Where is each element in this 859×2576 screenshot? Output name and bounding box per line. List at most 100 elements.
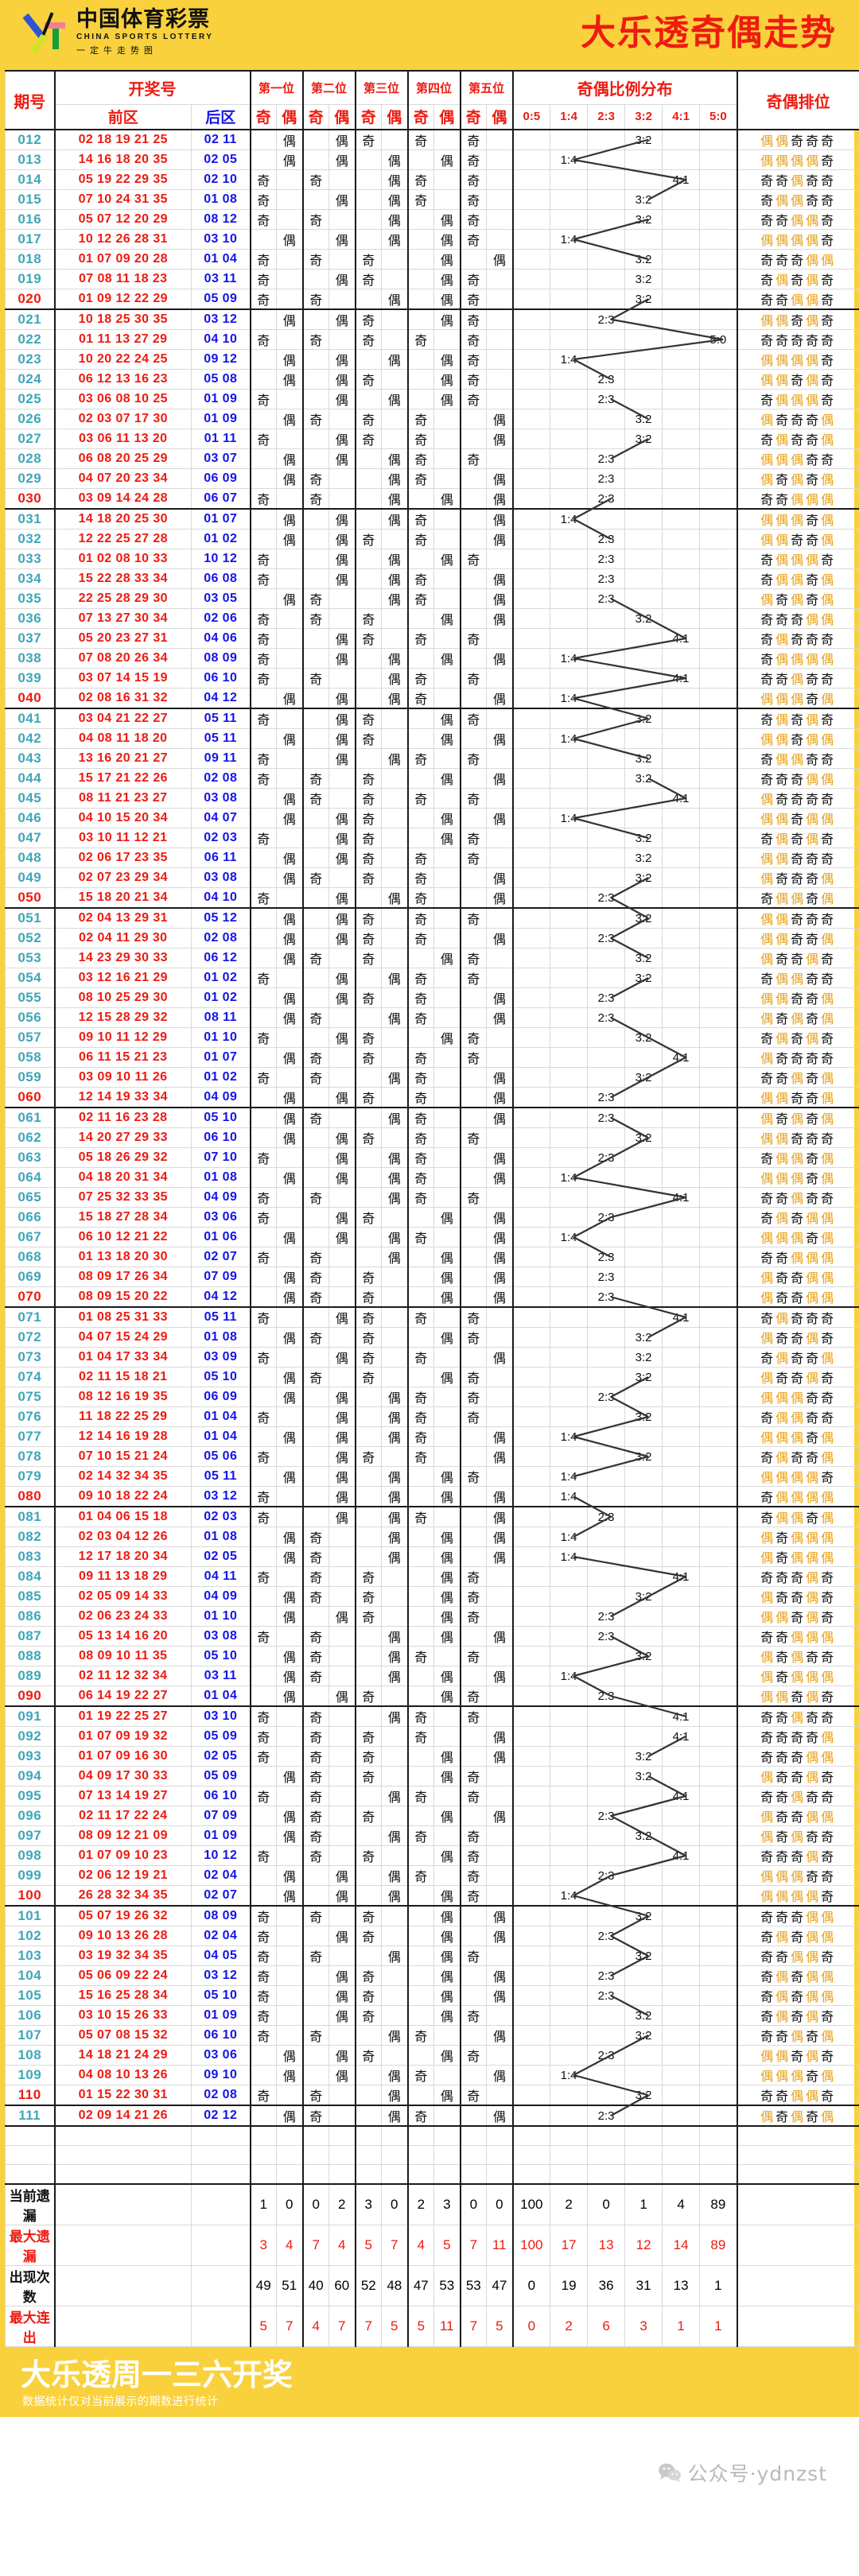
table-row[interactable]: 052 02 04 11 29 30 02 08 偶偶奇奇偶 2:3 偶偶奇奇偶 xyxy=(5,928,859,949)
table-row[interactable]: 104 05 06 09 22 24 03 12 奇偶奇偶偶 2:3 奇偶奇偶偶 xyxy=(5,1965,859,1986)
table-row[interactable]: 058 06 11 15 21 23 01 07 偶奇奇奇奇 4:1 偶奇奇奇奇 xyxy=(5,1047,859,1068)
table-row[interactable]: 094 04 09 17 30 33 05 09 偶奇奇偶奇 3:2 偶奇奇偶奇 xyxy=(5,1766,859,1787)
table-row[interactable]: 034 15 22 28 33 34 06 08 奇偶偶奇偶 2:3 奇偶偶奇偶 xyxy=(5,568,859,589)
table-row[interactable]: 100 26 28 32 34 35 02 07 偶偶偶偶奇 1:4 偶偶偶偶奇 xyxy=(5,1885,859,1907)
table-row[interactable]: 066 15 18 27 28 34 03 06 奇偶奇偶偶 2:3 奇偶奇偶偶 xyxy=(5,1207,859,1228)
table-row[interactable]: 018 01 07 09 20 28 01 04 奇奇奇偶偶 3:2 奇奇奇偶偶 xyxy=(5,249,859,270)
table-row[interactable]: 013 14 16 18 20 35 02 05 偶偶偶偶奇 1:4 偶偶偶偶奇 xyxy=(5,149,859,170)
table-row[interactable]: 072 04 07 15 24 29 01 08 偶奇奇偶奇 3:2 偶奇奇偶奇 xyxy=(5,1327,859,1348)
table-row[interactable]: 089 02 11 12 32 34 03 11 偶奇偶偶偶 1:4 偶奇偶偶偶 xyxy=(5,1666,859,1686)
table-row[interactable]: 071 01 08 25 31 33 05 11 奇偶奇奇奇 4:1 奇偶奇奇奇 xyxy=(5,1306,859,1328)
table-row[interactable]: 031 14 18 20 25 30 01 07 偶偶偶奇偶 1:4 偶偶偶奇偶 xyxy=(5,508,859,530)
table-row[interactable]: 054 03 12 16 21 29 01 02 奇偶偶奇奇 3:2 奇偶偶奇奇 xyxy=(5,968,859,988)
table-row[interactable]: 096 02 11 17 22 24 07 09 偶奇奇偶偶 2:3 偶奇奇偶偶 xyxy=(5,1806,859,1826)
table-row[interactable]: 097 08 09 12 21 09 01 09 偶奇偶奇奇 3:2 偶奇偶奇奇 xyxy=(5,1825,859,1846)
table-row[interactable]: 074 02 11 15 18 21 05 10 偶奇奇偶奇 3:2 偶奇奇偶奇 xyxy=(5,1367,859,1387)
table-row[interactable]: 020 01 09 12 22 29 05 09 奇奇偶偶奇 3:2 奇奇偶偶奇 xyxy=(5,289,859,310)
table-row[interactable]: 019 07 08 11 18 23 03 11 奇偶奇偶奇 3:2 奇偶奇偶奇 xyxy=(5,269,859,289)
table-row[interactable]: 081 01 04 06 15 18 02 03 奇偶偶奇偶 2:3 奇偶偶奇偶 xyxy=(5,1506,859,1527)
table-row[interactable]: 050 15 18 20 21 34 04 10 奇偶偶奇偶 2:3 奇偶偶奇偶 xyxy=(5,887,859,909)
table-row[interactable]: 060 12 14 19 33 34 04 09 偶偶奇奇偶 2:3 偶偶奇奇偶 xyxy=(5,1087,859,1108)
table-row[interactable]: 055 08 10 25 29 30 01 02 偶偶奇奇偶 2:3 偶偶奇奇偶 xyxy=(5,987,859,1008)
table-row[interactable]: 040 02 08 16 31 32 04 12 偶偶偶奇偶 1:4 偶偶偶奇偶 xyxy=(5,688,859,709)
table-row[interactable]: 044 15 17 21 22 26 02 08 奇奇奇偶偶 3:2 奇奇奇偶偶 xyxy=(5,768,859,789)
table-row[interactable]: 078 07 10 15 21 24 05 06 奇偶奇奇偶 3:2 奇偶奇奇偶 xyxy=(5,1446,859,1467)
table-row[interactable]: 092 01 07 09 19 32 05 09 奇奇奇奇偶 4:1 奇奇奇奇偶 xyxy=(5,1726,859,1747)
table-row[interactable]: 025 03 06 08 10 25 01 09 奇偶偶偶奇 2:3 奇偶偶偶奇 xyxy=(5,389,859,409)
table-row[interactable]: 053 14 23 29 30 33 06 12 偶奇奇偶奇 3:2 偶奇奇偶奇 xyxy=(5,948,859,968)
table-row[interactable]: 069 08 09 17 26 34 07 09 偶奇奇偶偶 2:3 偶奇奇偶偶 xyxy=(5,1267,859,1287)
table-row[interactable]: 109 04 08 10 13 26 09 10 偶偶偶奇偶 1:4 偶偶偶奇偶 xyxy=(5,2065,859,2085)
table-row[interactable]: 026 02 03 07 17 30 01 09 偶奇奇奇偶 3:2 偶奇奇奇偶 xyxy=(5,409,859,429)
table-row[interactable]: 015 07 10 24 31 35 01 08 奇偶偶奇奇 3:2 奇偶偶奇奇 xyxy=(5,189,859,210)
table-row[interactable]: 110 01 15 22 30 31 02 08 奇奇偶偶奇 3:2 奇奇偶偶奇 xyxy=(5,2085,859,2106)
table-row[interactable]: 073 01 04 17 33 34 03 09 奇偶奇奇偶 3:2 奇偶奇奇偶 xyxy=(5,1347,859,1368)
table-row[interactable]: 085 02 05 09 14 33 04 09 偶奇奇偶奇 3:2 偶奇奇偶奇 xyxy=(5,1586,859,1607)
table-row[interactable]: 086 02 06 23 24 33 01 10 偶偶奇偶奇 2:3 偶偶奇偶奇 xyxy=(5,1606,859,1627)
table-row[interactable]: 041 03 04 21 22 27 05 11 奇偶奇偶奇 3:2 奇偶奇偶奇 xyxy=(5,708,859,729)
table-row[interactable]: 075 08 12 16 19 35 06 09 偶偶偶奇奇 2:3 偶偶偶奇奇 xyxy=(5,1387,859,1407)
table-row[interactable]: 016 05 07 12 20 29 08 12 奇奇偶偶奇 3:2 奇奇偶偶奇 xyxy=(5,209,859,230)
table-row[interactable]: 033 01 02 08 10 33 10 12 奇偶偶偶奇 2:3 奇偶偶偶奇 xyxy=(5,549,859,569)
table-row[interactable]: 042 04 08 11 18 20 05 11 偶偶奇偶偶 1:4 偶偶奇偶偶 xyxy=(5,728,859,749)
table-row[interactable]: 043 13 16 20 21 27 09 11 奇偶偶奇奇 3:2 奇偶偶奇奇 xyxy=(5,748,859,769)
table-row[interactable]: 063 05 18 26 29 32 07 10 奇偶偶奇偶 2:3 奇偶偶奇偶 xyxy=(5,1147,859,1168)
table-row[interactable]: 099 02 06 12 19 21 02 04 偶偶偶奇奇 2:3 偶偶偶奇奇 xyxy=(5,1865,859,1886)
table-row[interactable]: 028 06 08 20 25 29 03 07 偶偶偶奇奇 2:3 偶偶偶奇奇 xyxy=(5,448,859,469)
table-row[interactable]: 082 02 03 04 12 26 01 08 偶奇偶偶偶 1:4 偶奇偶偶偶 xyxy=(5,1527,859,1547)
table-row[interactable]: 048 02 06 17 23 35 06 11 偶偶奇奇奇 3:2 偶偶奇奇奇 xyxy=(5,848,859,868)
table-row[interactable]: 037 05 20 23 27 31 04 06 奇偶奇奇奇 4:1 奇偶奇奇奇 xyxy=(5,628,859,649)
table-row[interactable]: 056 12 15 28 29 32 08 11 偶奇偶奇偶 2:3 偶奇偶奇偶 xyxy=(5,1007,859,1028)
table-row[interactable]: 051 02 04 13 29 31 05 12 偶偶奇奇奇 3:2 偶偶奇奇奇 xyxy=(5,907,859,929)
table-row[interactable]: 088 08 09 10 11 35 05 10 偶奇偶奇奇 3:2 偶奇偶奇奇 xyxy=(5,1646,859,1666)
table-row[interactable]: 038 07 08 20 26 34 08 09 奇偶偶偶偶 1:4 奇偶偶偶偶 xyxy=(5,648,859,669)
table-row[interactable]: 098 01 07 09 10 23 10 12 奇奇奇偶奇 4:1 奇奇奇偶奇 xyxy=(5,1845,859,1866)
table-row[interactable]: 035 22 25 28 29 30 03 05 偶奇偶奇偶 2:3 偶奇偶奇偶 xyxy=(5,588,859,609)
table-row[interactable]: 021 10 18 25 30 35 03 12 偶偶奇偶奇 2:3 偶偶奇偶奇 xyxy=(5,308,859,330)
table-row[interactable]: 062 14 20 27 29 33 06 10 偶偶奇奇奇 3:2 偶偶奇奇奇 xyxy=(5,1127,859,1148)
table-row[interactable]: 080 09 10 18 22 24 03 12 奇偶偶偶偶 1:4 奇偶偶偶偶 xyxy=(5,1486,859,1507)
table-row[interactable]: 022 01 11 13 27 29 04 10 奇奇奇奇奇 5:0 奇奇奇奇奇 xyxy=(5,329,859,350)
table-row[interactable]: 095 07 13 14 19 27 06 10 奇奇偶奇奇 4:1 奇奇偶奇奇 xyxy=(5,1786,859,1806)
table-row[interactable]: 030 03 09 14 24 28 06 07 奇奇偶偶偶 2:3 奇奇偶偶偶 xyxy=(5,488,859,510)
table-row[interactable]: 024 06 12 13 16 23 05 08 偶偶奇偶奇 2:3 偶偶奇偶奇 xyxy=(5,369,859,390)
table-row[interactable]: 076 11 18 22 25 29 01 04 奇偶偶奇奇 3:2 奇偶偶奇奇 xyxy=(5,1406,859,1427)
table-row[interactable]: 083 12 17 18 20 34 02 05 偶奇偶偶偶 1:4 偶奇偶偶偶 xyxy=(5,1546,859,1567)
table-row[interactable]: 036 07 13 27 30 34 02 06 奇奇奇偶偶 3:2 奇奇奇偶偶 xyxy=(5,608,859,629)
table-row[interactable]: 032 12 22 25 27 28 01 02 偶偶奇奇偶 2:3 偶偶奇奇偶 xyxy=(5,529,859,549)
table-row[interactable]: 014 05 19 22 29 35 02 10 奇奇偶奇奇 4:1 奇奇偶奇奇 xyxy=(5,169,859,190)
table-row[interactable]: 107 05 07 08 15 32 06 10 奇奇偶奇偶 3:2 奇奇偶奇偶 xyxy=(5,2025,859,2046)
table-row[interactable]: 029 04 07 20 23 34 06 09 偶奇偶奇偶 2:3 偶奇偶奇偶 xyxy=(5,468,859,489)
table-row[interactable]: 084 09 11 13 18 29 04 11 奇奇奇偶奇 4:1 奇奇奇偶奇 xyxy=(5,1566,859,1587)
table-row[interactable]: 070 08 09 15 20 22 04 12 偶奇奇偶偶 2:3 偶奇奇偶偶 xyxy=(5,1286,859,1308)
table-row[interactable]: 068 01 13 18 20 30 02 07 奇奇偶偶偶 2:3 奇奇偶偶偶 xyxy=(5,1247,859,1267)
table-row[interactable]: 017 10 12 26 28 31 03 10 偶偶偶偶奇 1:4 偶偶偶偶奇 xyxy=(5,229,859,250)
table-row[interactable]: 059 03 09 10 11 26 01 02 奇奇偶奇偶 3:2 奇奇偶奇偶 xyxy=(5,1067,859,1088)
table-row[interactable]: 111 02 09 14 21 26 02 12 偶奇偶奇偶 2:3 偶奇偶奇偶 xyxy=(5,2105,859,2127)
table-row[interactable]: 064 04 18 20 31 34 01 08 偶偶偶奇偶 1:4 偶偶偶奇偶 xyxy=(5,1167,859,1188)
table-row[interactable]: 027 03 06 11 13 20 01 11 奇偶奇奇偶 3:2 奇偶奇奇偶 xyxy=(5,429,859,449)
table-row[interactable]: 106 03 10 15 26 33 01 09 奇偶奇偶奇 3:2 奇偶奇偶奇 xyxy=(5,2005,859,2026)
table-row[interactable]: 077 12 14 16 19 28 01 04 偶偶偶奇偶 1:4 偶偶偶奇偶 xyxy=(5,1426,859,1447)
table-row[interactable]: 093 01 07 09 16 30 02 05 奇奇奇偶偶 3:2 奇奇奇偶偶 xyxy=(5,1746,859,1767)
table-row[interactable]: 061 02 11 16 23 28 05 10 偶奇偶奇偶 2:3 偶奇偶奇偶 xyxy=(5,1107,859,1128)
table-row[interactable]: 057 09 10 11 12 29 01 10 奇偶奇偶奇 3:2 奇偶奇偶奇 xyxy=(5,1027,859,1048)
table-row[interactable]: 045 08 11 21 23 27 03 08 偶奇奇奇奇 4:1 偶奇奇奇奇 xyxy=(5,788,859,809)
table-row[interactable]: 108 14 18 21 24 29 03 06 偶偶奇偶奇 2:3 偶偶奇偶奇 xyxy=(5,2045,859,2066)
table-row[interactable]: 065 07 25 32 33 35 04 09 奇奇偶奇奇 4:1 奇奇偶奇奇 xyxy=(5,1187,859,1208)
table-row[interactable]: 047 03 10 11 12 21 02 03 奇偶奇偶奇 3:2 奇偶奇偶奇 xyxy=(5,828,859,848)
table-row[interactable]: 012 02 18 19 21 25 02 11 偶偶奇奇奇 3:2 偶偶奇奇奇 xyxy=(5,129,859,150)
table-row[interactable]: 079 02 14 32 34 35 05 11 偶偶偶偶奇 1:4 偶偶偶偶奇 xyxy=(5,1466,859,1487)
table-row[interactable]: 102 09 10 13 26 28 02 04 奇偶奇偶偶 2:3 奇偶奇偶偶 xyxy=(5,1926,859,1946)
table-row[interactable]: 087 05 13 14 16 20 03 08 奇奇偶偶偶 2:3 奇奇偶偶偶 xyxy=(5,1626,859,1647)
table-row[interactable]: 046 04 10 15 20 34 04 07 偶偶奇偶偶 1:4 偶偶奇偶偶 xyxy=(5,808,859,828)
table-row[interactable]: 049 02 07 23 29 34 03 08 偶奇奇奇偶 3:2 偶奇奇奇偶 xyxy=(5,867,859,888)
table-row[interactable]: 103 03 19 32 34 35 04 05 奇奇偶偶奇 3:2 奇奇偶偶奇 xyxy=(5,1946,859,1966)
table-row[interactable]: 090 06 14 19 22 27 01 04 偶偶奇偶奇 2:3 偶偶奇偶奇 xyxy=(5,1686,859,1707)
table-row[interactable]: 091 01 19 22 25 27 03 10 奇奇偶奇奇 4:1 奇奇偶奇奇 xyxy=(5,1705,859,1727)
table-row[interactable]: 101 05 07 19 26 32 08 09 奇奇奇偶偶 3:2 奇奇奇偶偶 xyxy=(5,1905,859,1926)
table-row[interactable]: 067 06 10 12 21 22 01 06 偶偶偶奇偶 1:4 偶偶偶奇偶 xyxy=(5,1227,859,1247)
table-row[interactable]: 039 03 07 14 15 19 06 10 奇奇偶奇奇 4:1 奇奇偶奇奇 xyxy=(5,668,859,689)
table-row[interactable]: 105 15 16 25 28 34 05 10 奇偶奇偶偶 2:3 奇偶奇偶偶 xyxy=(5,1985,859,2006)
table-row[interactable]: 023 10 20 22 24 25 09 12 偶偶偶偶奇 1:4 偶偶偶偶奇 xyxy=(5,349,859,370)
